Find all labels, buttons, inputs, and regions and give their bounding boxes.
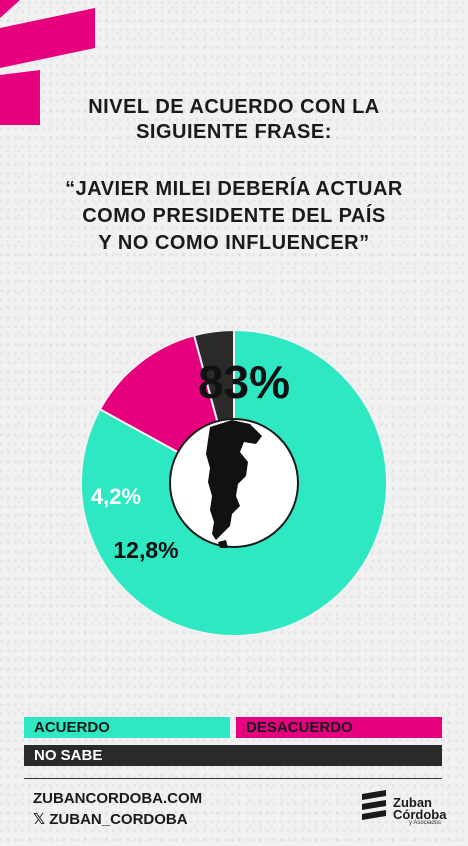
question-title-line: NIVEL DE ACUERDO CON LA xyxy=(88,96,380,118)
footer-social: 𝕏 ZUBAN_CORDOBA xyxy=(33,811,188,828)
argentina-map-icon xyxy=(206,420,262,548)
data-label-no-sabe: 4,2% xyxy=(91,484,141,509)
quote-line: Y NO COMO INFLUENCER” xyxy=(98,232,370,254)
quote-text: “JAVIER MILEI DEBERÍA ACTUAR COMO PRESID… xyxy=(0,176,468,257)
legend-no-sabe: NO SABE xyxy=(24,745,442,766)
legend-acuerdo: ACUERDO xyxy=(24,717,230,738)
legend-label: ACUERDO xyxy=(34,719,110,736)
legend-label: DESACUERDO xyxy=(246,719,353,736)
footer-divider xyxy=(24,778,442,779)
logo-name-line2: Córdoba xyxy=(393,807,447,822)
data-label-acuerdo: 83% xyxy=(198,356,290,408)
zuban-cordoba-logo-icon xyxy=(362,790,386,820)
quote-line: COMO PRESIDENTE DEL PAÍS xyxy=(82,205,386,227)
legend-desacuerdo: DESACUERDO xyxy=(236,717,442,738)
question-title-line: SIGUIENTE FRASE: xyxy=(136,121,332,143)
decorative-stripes xyxy=(0,0,95,125)
logo-subtitle: y Asociados xyxy=(409,820,442,826)
donut-chart: 83% 12,8% 4,2% xyxy=(80,328,388,637)
footer-website: ZUBANCORDOBA.COM xyxy=(33,790,203,807)
quote-line: “JAVIER MILEI DEBERÍA ACTUAR xyxy=(65,178,403,200)
logo-name-line1: Zuban xyxy=(393,795,432,810)
legend-label: NO SABE xyxy=(34,747,103,764)
data-label-desacuerdo: 12,8% xyxy=(113,537,178,563)
question-title: NIVEL DE ACUERDO CON LA SIGUIENTE FRASE: xyxy=(0,95,468,145)
